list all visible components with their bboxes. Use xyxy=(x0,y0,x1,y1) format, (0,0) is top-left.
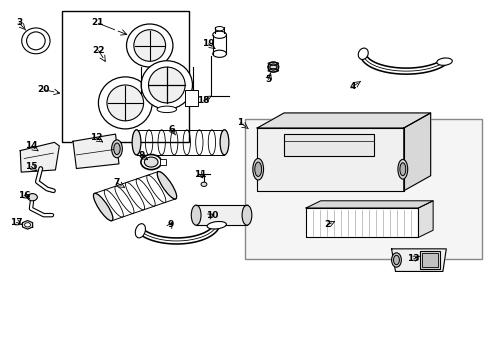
Text: 20: 20 xyxy=(38,85,50,94)
Text: 9: 9 xyxy=(168,220,174,229)
Ellipse shape xyxy=(191,205,201,225)
Ellipse shape xyxy=(213,31,226,39)
Ellipse shape xyxy=(145,157,158,167)
Ellipse shape xyxy=(26,32,45,50)
Ellipse shape xyxy=(98,77,152,129)
Ellipse shape xyxy=(398,159,408,179)
Bar xyxy=(62,12,189,142)
Ellipse shape xyxy=(400,163,406,176)
Ellipse shape xyxy=(148,67,185,103)
Bar xyxy=(185,90,197,107)
Ellipse shape xyxy=(215,27,224,31)
Ellipse shape xyxy=(157,106,176,113)
Text: 11: 11 xyxy=(194,170,206,179)
Ellipse shape xyxy=(392,253,401,267)
Text: 1: 1 xyxy=(237,118,243,127)
Ellipse shape xyxy=(255,162,262,176)
Bar xyxy=(420,251,441,269)
Text: 21: 21 xyxy=(91,18,104,27)
Polygon shape xyxy=(404,113,431,191)
Ellipse shape xyxy=(135,224,146,238)
Text: 16: 16 xyxy=(18,190,30,199)
Text: 22: 22 xyxy=(92,46,105,55)
Bar xyxy=(422,253,439,267)
Text: 6: 6 xyxy=(169,125,175,134)
Bar xyxy=(160,159,166,165)
Polygon shape xyxy=(306,201,433,208)
Polygon shape xyxy=(23,221,33,229)
Bar xyxy=(245,119,482,259)
Ellipse shape xyxy=(213,50,226,57)
Ellipse shape xyxy=(22,28,50,54)
Text: 13: 13 xyxy=(407,255,420,264)
Ellipse shape xyxy=(114,143,120,154)
Text: 12: 12 xyxy=(90,133,102,142)
Ellipse shape xyxy=(132,130,141,155)
Text: 8: 8 xyxy=(138,151,145,160)
Text: 19: 19 xyxy=(202,39,215,48)
Ellipse shape xyxy=(268,62,279,72)
Circle shape xyxy=(24,223,30,227)
Text: 10: 10 xyxy=(206,211,218,220)
Polygon shape xyxy=(20,142,59,172)
Ellipse shape xyxy=(220,130,229,155)
Circle shape xyxy=(201,182,207,186)
Text: 14: 14 xyxy=(24,141,37,150)
Ellipse shape xyxy=(270,64,277,70)
Ellipse shape xyxy=(134,30,166,61)
Ellipse shape xyxy=(207,221,226,229)
Circle shape xyxy=(27,194,37,201)
Ellipse shape xyxy=(437,58,452,65)
Ellipse shape xyxy=(112,140,122,158)
Polygon shape xyxy=(418,201,433,237)
Ellipse shape xyxy=(107,85,144,121)
Ellipse shape xyxy=(94,193,113,221)
Ellipse shape xyxy=(358,48,368,59)
Polygon shape xyxy=(257,113,431,128)
Text: 5: 5 xyxy=(265,75,271,84)
Ellipse shape xyxy=(126,24,173,67)
Text: 18: 18 xyxy=(197,96,210,105)
Ellipse shape xyxy=(242,205,252,225)
Polygon shape xyxy=(306,208,418,237)
Bar xyxy=(284,134,374,156)
Text: 17: 17 xyxy=(10,218,23,227)
Ellipse shape xyxy=(141,154,161,170)
Polygon shape xyxy=(73,134,119,168)
Text: 15: 15 xyxy=(24,162,37,171)
Text: 3: 3 xyxy=(16,18,23,27)
Ellipse shape xyxy=(141,61,193,109)
Text: 4: 4 xyxy=(349,82,356,91)
Ellipse shape xyxy=(393,255,399,265)
Ellipse shape xyxy=(157,171,177,199)
Text: 2: 2 xyxy=(324,220,330,229)
Polygon shape xyxy=(257,128,404,191)
Ellipse shape xyxy=(253,158,264,180)
Text: 7: 7 xyxy=(114,178,120,187)
Polygon shape xyxy=(196,205,247,225)
Polygon shape xyxy=(392,249,446,271)
